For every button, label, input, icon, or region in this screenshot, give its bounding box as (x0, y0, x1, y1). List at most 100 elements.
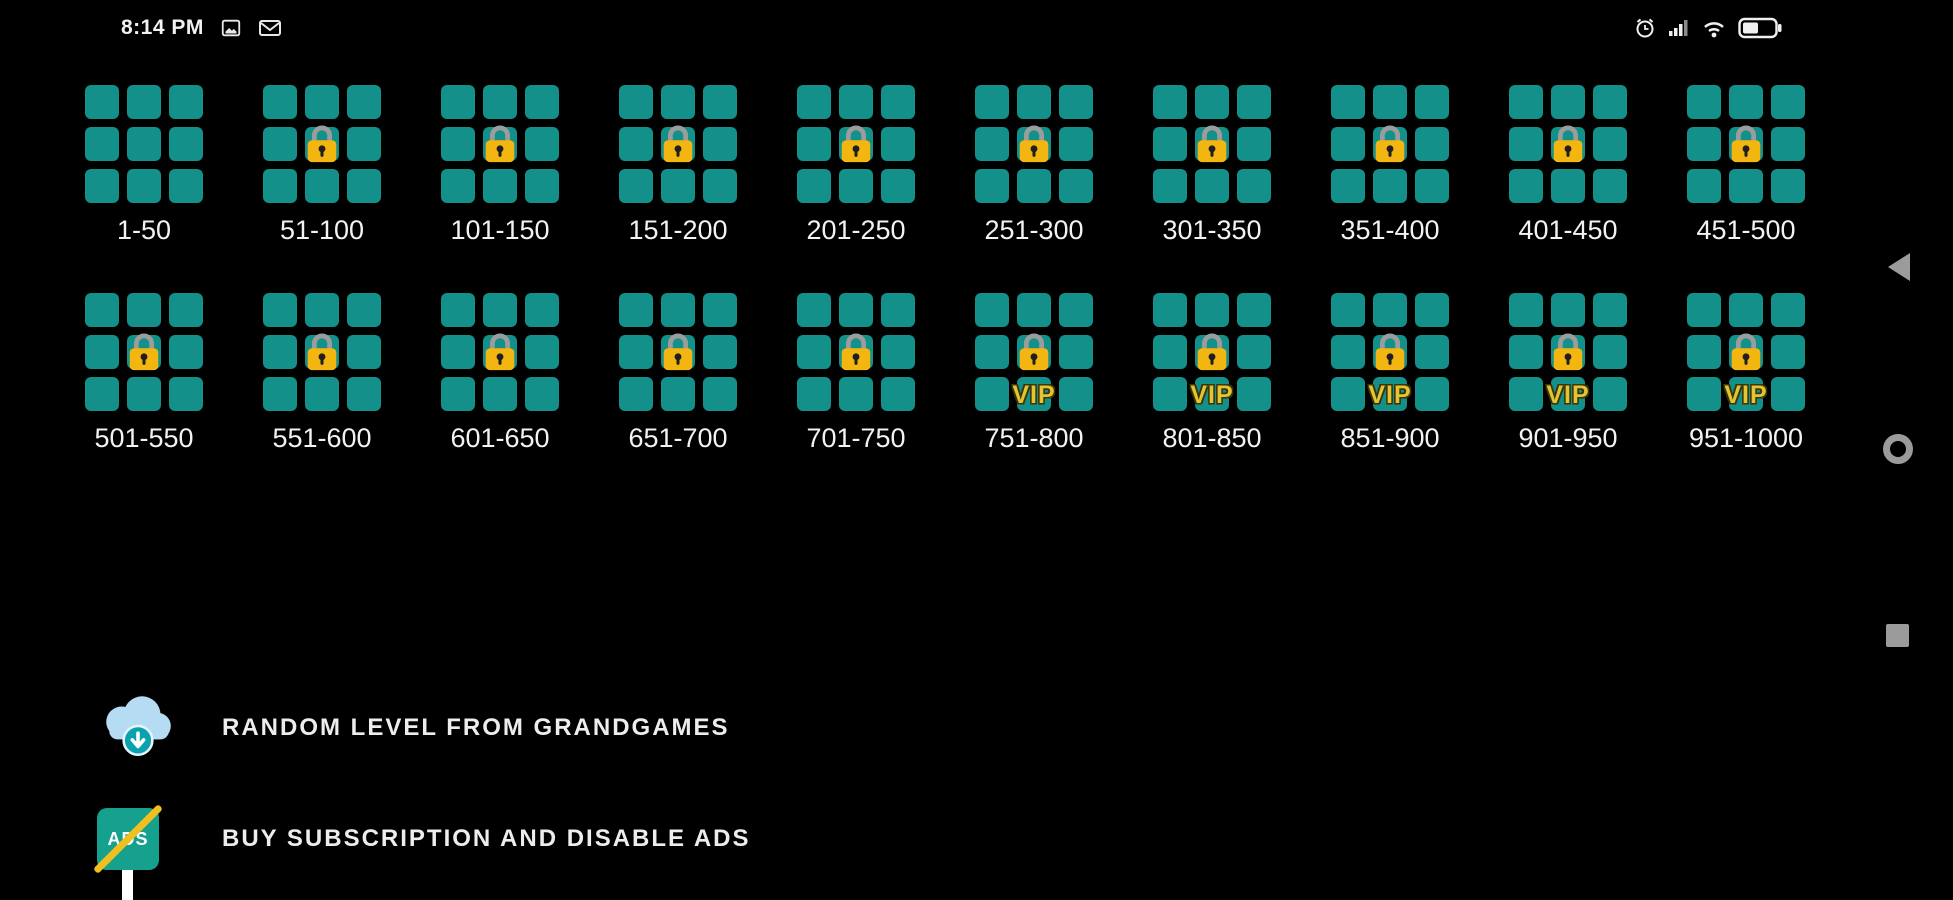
tile (703, 85, 737, 119)
level-pack-101-150[interactable]: 101-150 (441, 85, 559, 245)
level-pack-651-700[interactable]: 651-700 (619, 293, 737, 453)
tile (525, 293, 559, 327)
pack-icon: VIP (1509, 293, 1627, 411)
pack-icon (263, 85, 381, 203)
no-ads-icon: ADS (92, 803, 164, 875)
pack-tiles (1509, 85, 1627, 203)
tile (1153, 293, 1187, 327)
tile (1771, 377, 1805, 411)
level-pack-1-50[interactable]: 1-50 (85, 85, 203, 245)
pack-label: 101-150 (450, 215, 550, 245)
tile (441, 335, 475, 369)
lock-icon (1731, 125, 1761, 163)
tile (797, 335, 831, 369)
tile (305, 85, 339, 119)
tile (1195, 169, 1229, 203)
level-pack-501-550[interactable]: 501-550 (85, 293, 203, 453)
lock-icon (1019, 333, 1049, 371)
lock-icon (129, 333, 159, 371)
level-pack-201-250[interactable]: 201-250 (797, 85, 915, 245)
pack-icon (1509, 85, 1627, 203)
tile (85, 293, 119, 327)
tile (347, 85, 381, 119)
tile (1771, 169, 1805, 203)
pack-tiles (1331, 293, 1449, 411)
pack-label: 801-850 (1162, 423, 1262, 453)
pack-icon (975, 85, 1093, 203)
tile (1687, 127, 1721, 161)
tile (1509, 335, 1543, 369)
level-pack-351-400[interactable]: 351-400 (1331, 85, 1449, 245)
tile (1593, 127, 1627, 161)
pack-label: 351-400 (1340, 215, 1440, 245)
tile (1237, 293, 1271, 327)
tile (1593, 293, 1627, 327)
menu-item-label: BUY SUBSCRIPTION AND DISABLE ADS (222, 825, 751, 852)
tile (1017, 377, 1051, 411)
tile (1153, 85, 1187, 119)
pack-icon (619, 85, 737, 203)
tile (881, 293, 915, 327)
pack-icon (619, 293, 737, 411)
tile (1373, 169, 1407, 203)
pack-icon: VIP (1687, 293, 1805, 411)
pack-label: 401-450 (1518, 215, 1618, 245)
tile (525, 377, 559, 411)
tile (1059, 169, 1093, 203)
tile (169, 335, 203, 369)
level-pack-301-350[interactable]: 301-350 (1153, 85, 1271, 245)
tile (1771, 127, 1805, 161)
level-pack-51-100[interactable]: 51-100 (263, 85, 381, 245)
pack-icon (1331, 85, 1449, 203)
pack-grid: 1-50 51-100 101-150 (85, 85, 1805, 453)
tile (1153, 335, 1187, 369)
tile (619, 293, 653, 327)
tile (347, 293, 381, 327)
level-pack-751-800[interactable]: VIP 751-800 (975, 293, 1093, 453)
pack-label: 201-250 (806, 215, 906, 245)
tile (441, 85, 475, 119)
level-pack-701-750[interactable]: 701-750 (797, 293, 915, 453)
tile (85, 85, 119, 119)
pack-label: 701-750 (806, 423, 906, 453)
level-pack-251-300[interactable]: 251-300 (975, 85, 1093, 245)
level-pack-901-950[interactable]: VIP 901-950 (1509, 293, 1627, 453)
menu-item-random-level[interactable]: RANDOM LEVEL FROM GRANDGAMES (97, 691, 730, 764)
tile (619, 169, 653, 203)
level-pack-551-600[interactable]: 551-600 (263, 293, 381, 453)
cropped-ui-fragment (122, 870, 133, 900)
pack-icon: VIP (1331, 293, 1449, 411)
pack-label: 501-550 (94, 423, 194, 453)
menu-item-buy-subscription[interactable]: ADS BUY SUBSCRIPTION AND DISABLE ADS (92, 803, 751, 875)
level-pack-801-850[interactable]: VIP 801-850 (1153, 293, 1271, 453)
level-pack-451-500[interactable]: 451-500 (1687, 85, 1805, 245)
level-pack-851-900[interactable]: VIP 851-900 (1331, 293, 1449, 453)
pack-label: 151-200 (628, 215, 728, 245)
level-pack-601-650[interactable]: 601-650 (441, 293, 559, 453)
tile (1509, 169, 1543, 203)
tile (525, 335, 559, 369)
tile (1687, 85, 1721, 119)
nav-home-button[interactable] (1883, 434, 1913, 464)
tile (1195, 85, 1229, 119)
tile (347, 169, 381, 203)
tile (661, 377, 695, 411)
level-pack-401-450[interactable]: 401-450 (1509, 85, 1627, 245)
tile (1593, 85, 1627, 119)
level-pack-951-1000[interactable]: VIP 951-1000 (1687, 293, 1805, 453)
pack-icon (441, 293, 559, 411)
tile (975, 85, 1009, 119)
pack-icon (85, 85, 203, 203)
nav-recents-button[interactable] (1886, 624, 1909, 647)
tile (1415, 85, 1449, 119)
nav-back-button[interactable] (1888, 253, 1910, 281)
tile (1509, 377, 1543, 411)
tile (127, 293, 161, 327)
tile (127, 127, 161, 161)
tile (1687, 335, 1721, 369)
pack-label: 901-950 (1518, 423, 1618, 453)
tile (441, 169, 475, 203)
level-pack-151-200[interactable]: 151-200 (619, 85, 737, 245)
pack-icon (1153, 85, 1271, 203)
tile (1059, 293, 1093, 327)
